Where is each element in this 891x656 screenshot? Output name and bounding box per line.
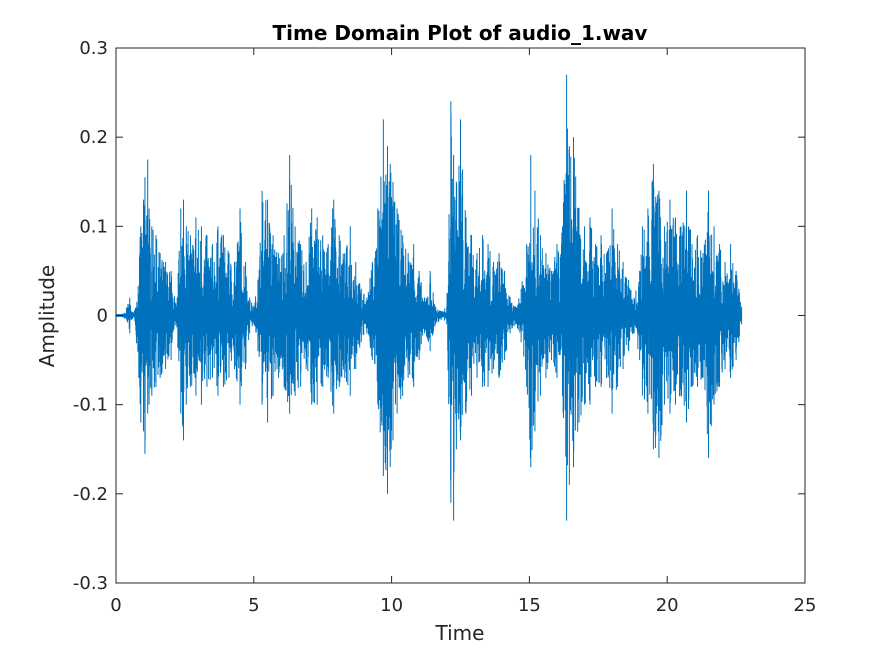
y-tick-label: 0.2: [79, 127, 108, 148]
x-axis-label: Time: [435, 621, 485, 645]
x-tick-label: 0: [110, 595, 121, 616]
y-tick-label: 0: [97, 306, 108, 327]
y-tick-label: -0.3: [73, 573, 108, 594]
x-tick-label: 5: [248, 595, 259, 616]
y-axis-label: Amplitude: [35, 265, 59, 368]
x-tick-label: 20: [656, 595, 679, 616]
y-tick-label: 0.1: [79, 216, 108, 237]
y-tick-label: 0.3: [79, 38, 108, 59]
x-tick-label: 15: [518, 595, 541, 616]
x-axis-ticks: 0 5 10 15 20 25: [110, 48, 816, 616]
chart-title: Time Domain Plot of audio_1.wav: [273, 21, 648, 45]
x-tick-label: 25: [794, 595, 817, 616]
y-tick-label: -0.1: [73, 395, 108, 416]
x-tick-label: 10: [380, 595, 403, 616]
y-tick-label: -0.2: [73, 484, 108, 505]
y-axis-ticks: 0.3 0.2 0.1 0 -0.1 -0.2 -0.3: [73, 38, 805, 594]
